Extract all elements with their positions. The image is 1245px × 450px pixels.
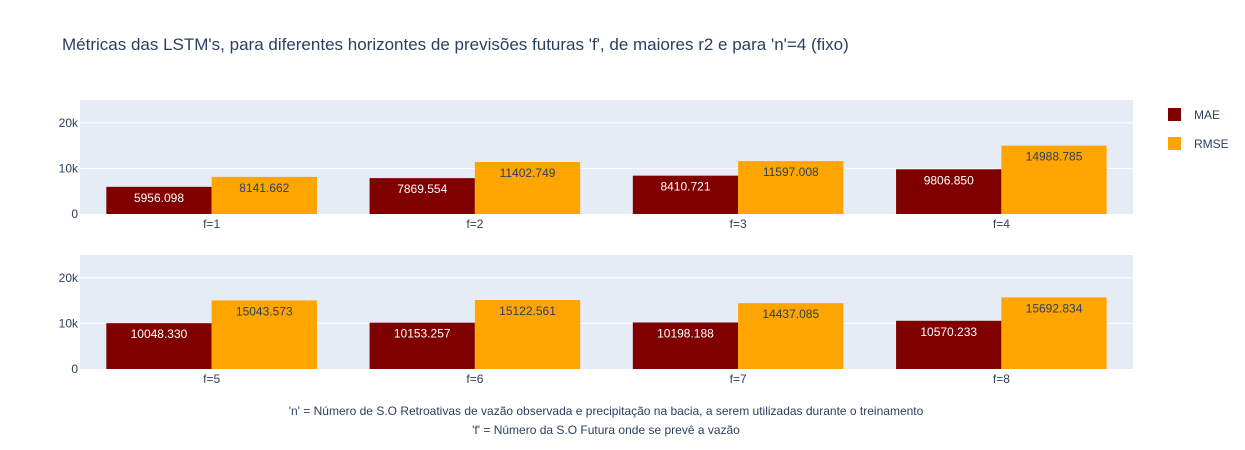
data-label-mae: 9806.850 bbox=[924, 173, 974, 187]
bar-mae bbox=[896, 320, 1002, 369]
x-tick-label: f=4 bbox=[993, 217, 1010, 231]
chart-title: Métricas das LSTM's, para diferentes hor… bbox=[62, 35, 849, 54]
y-tick-label: 20k bbox=[59, 271, 79, 285]
panel-1: 0 10k 20k f=1 5956.098 8141.662 f=2 7869.554 114… bbox=[59, 100, 1133, 231]
x-tick-label: f=1 bbox=[203, 217, 220, 231]
y-tick-label: 20k bbox=[59, 116, 79, 130]
legend-item-rmse[interactable]: RMSE bbox=[1168, 137, 1229, 151]
bar-rmse bbox=[1001, 297, 1107, 369]
y-tick-label: 0 bbox=[71, 207, 78, 221]
data-label-mae: 8410.721 bbox=[660, 180, 710, 194]
data-label-mae: 10153.257 bbox=[394, 327, 451, 341]
x-tick-label: f=8 bbox=[993, 372, 1010, 386]
x-tick-label: f=6 bbox=[466, 372, 483, 386]
data-label-rmse: 14988.785 bbox=[1026, 150, 1083, 164]
data-label-mae: 10048.330 bbox=[131, 327, 188, 341]
y-tick-label: 10k bbox=[59, 316, 79, 330]
data-label-rmse: 15692.834 bbox=[1026, 301, 1083, 315]
data-label-rmse: 15043.573 bbox=[236, 304, 293, 318]
y-tick-label: 0 bbox=[71, 362, 78, 376]
data-label-rmse: 11597.008 bbox=[763, 165, 819, 179]
x-tick-label: f=5 bbox=[203, 372, 220, 386]
bar-mae bbox=[632, 322, 739, 369]
data-label-mae: 7869.554 bbox=[397, 182, 447, 196]
bar-mae bbox=[106, 323, 212, 369]
legend[interactable]: MAE RMSE bbox=[1168, 108, 1229, 151]
data-label-rmse: 8141.662 bbox=[239, 181, 289, 195]
y-tick-label: 10k bbox=[59, 161, 79, 175]
data-label-rmse: 14437.085 bbox=[762, 307, 819, 321]
bar-mae bbox=[632, 175, 739, 214]
annotation-f: 'f' = Número da S.O Futura onde se prevê… bbox=[472, 423, 740, 437]
data-label-rmse: 11402.749 bbox=[500, 166, 556, 180]
legend-label-mae: MAE bbox=[1194, 108, 1220, 122]
bar-rmse bbox=[211, 300, 317, 369]
bar-rmse bbox=[474, 300, 581, 369]
bar-rmse bbox=[1001, 145, 1107, 214]
annotation-n: 'n' = Número de S.O Retroativas de vazão… bbox=[289, 404, 924, 418]
x-tick-label: f=7 bbox=[730, 372, 747, 386]
data-label-mae: 10570.233 bbox=[920, 325, 977, 339]
bar-rmse bbox=[474, 162, 581, 214]
chart-panels: 0 10k 20k f=1 5956.098 8141.662 f=2 7869.554 114… bbox=[59, 100, 1133, 386]
bar-mae bbox=[369, 178, 475, 214]
x-tick-label: f=3 bbox=[730, 217, 747, 231]
bar-rmse bbox=[738, 161, 844, 214]
x-tick-label: f=2 bbox=[466, 217, 483, 231]
legend-label-rmse: RMSE bbox=[1194, 137, 1229, 151]
legend-item-mae[interactable]: MAE bbox=[1168, 108, 1220, 122]
bar-mae bbox=[369, 322, 475, 369]
bar-mae bbox=[106, 186, 212, 214]
bar-mae bbox=[896, 169, 1002, 214]
panel-2: 0 10k 20k f=5 10048.330 15043.573 f=6 10153.257… bbox=[59, 255, 1133, 386]
legend-swatch-mae bbox=[1168, 108, 1181, 121]
data-label-mae: 5956.098 bbox=[134, 191, 184, 205]
bar-rmse bbox=[211, 176, 317, 214]
legend-swatch-rmse bbox=[1168, 137, 1181, 150]
data-label-rmse: 15122.561 bbox=[499, 304, 556, 318]
data-label-mae: 10198.188 bbox=[657, 326, 714, 340]
bar-rmse bbox=[738, 303, 844, 369]
